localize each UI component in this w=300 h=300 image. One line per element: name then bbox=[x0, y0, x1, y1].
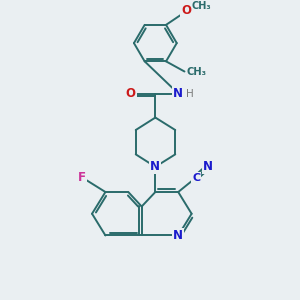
Text: N: N bbox=[173, 229, 183, 242]
Text: CH₃: CH₃ bbox=[187, 67, 207, 76]
Text: O: O bbox=[126, 87, 136, 100]
Text: F: F bbox=[78, 171, 86, 184]
Text: H: H bbox=[186, 89, 194, 99]
Text: O: O bbox=[181, 4, 191, 17]
Text: N: N bbox=[203, 160, 213, 173]
Text: N: N bbox=[173, 87, 183, 100]
Text: C: C bbox=[192, 172, 200, 182]
Text: CH₃: CH₃ bbox=[192, 1, 212, 11]
Text: N: N bbox=[150, 160, 160, 173]
